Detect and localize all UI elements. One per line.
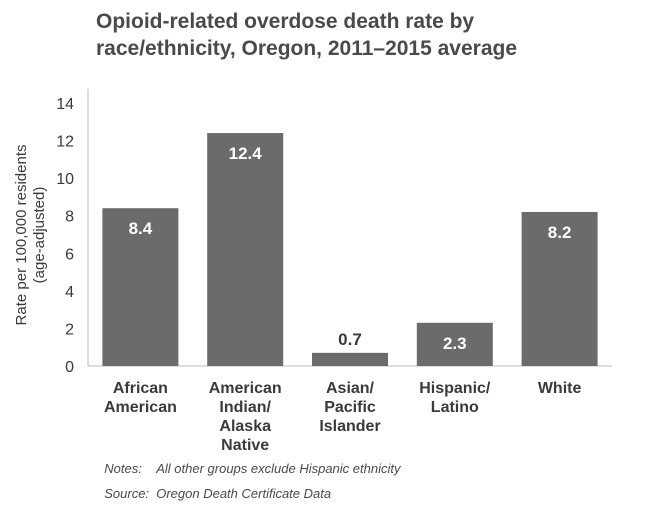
bar (521, 211, 598, 366)
x-category-label: American Indian/Alaska Native (209, 380, 282, 454)
bar (102, 208, 179, 366)
data-label: 8.2 (548, 223, 572, 242)
x-category-label-line: Asian/ (326, 380, 375, 397)
x-category-label: Hispanic/Latino (419, 380, 491, 416)
source-line: Source: Oregon Death Certificate Data (97, 471, 331, 501)
bar (207, 133, 284, 366)
bar-chart: 0 2 4 6 8 10 12 14 Rate per 100,000 residents(ag… (13, 89, 612, 454)
x-category-label-line: African (113, 380, 168, 397)
data-label: 2.3 (443, 334, 467, 353)
x-category-label-line: Native (221, 437, 269, 454)
x-category-label-line: Pacific (324, 399, 376, 416)
source-label: Source: (104, 486, 150, 501)
x-category-label-line: Latino (431, 399, 479, 416)
y-tick-label: 12 (56, 134, 74, 151)
notes-line: Notes: All other groups exclude Hispanic … (97, 446, 400, 476)
x-category-label-line: Indian/ (219, 399, 271, 416)
x-category-label-line: American (104, 399, 177, 416)
data-label: 8.4 (129, 219, 153, 238)
x-category-label-line: Hispanic/ (419, 380, 491, 397)
y-tick-label: 8 (65, 209, 74, 226)
x-category-label-line: Islander (319, 418, 380, 435)
bar (416, 322, 493, 366)
y-tick-label: 4 (65, 284, 74, 301)
notes-text: All other groups exclude Hispanic ethnic… (156, 461, 401, 476)
y-tick-label: 0 (65, 359, 74, 376)
x-category-label-line: American (209, 380, 282, 397)
y-axis-title: Rate per 100,000 residents(age-adjusted) (13, 145, 48, 326)
y-tick-label: 2 (65, 321, 74, 338)
y-tick-label: 10 (56, 171, 74, 188)
x-category-label: White (538, 380, 582, 397)
x-category-label-line: Alaska (219, 418, 271, 435)
notes-label: Notes: (104, 461, 142, 476)
x-category-label: African American (104, 380, 177, 416)
bar (312, 352, 388, 366)
chart-title-line-2: race/ethnicity, Oregon, 2011–2015 averag… (96, 37, 518, 60)
x-category-label-line: White (538, 380, 582, 397)
y-axis-title-line: Rate per 100,000 residents (13, 145, 30, 326)
y-tick-label: 6 (65, 246, 74, 263)
source-text: Oregon Death Certificate Data (156, 486, 332, 501)
x-category-label: Asian/Pacific Islander (319, 380, 380, 435)
chart-title-line-1: Opioid-related overdose death rate by (96, 10, 475, 33)
y-tick-label: 14 (56, 96, 74, 113)
y-axis-title-line: (age-adjusted) (31, 187, 48, 284)
data-label: 0.7 (338, 330, 362, 349)
data-label: 12.4 (229, 144, 263, 163)
chart-title: Opioid-related overdose death rate by ra… (96, 8, 636, 62)
